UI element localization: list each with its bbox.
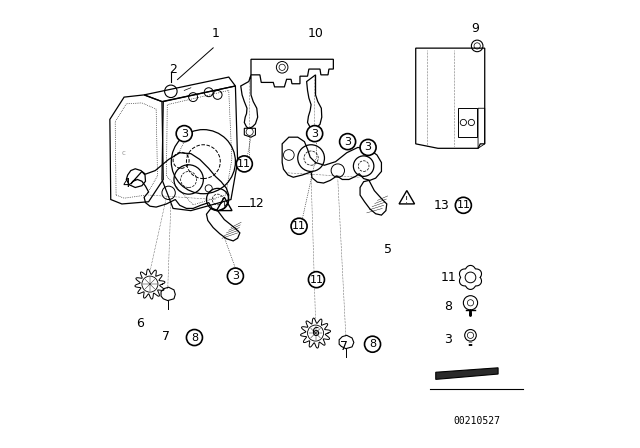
Text: 7: 7 — [340, 340, 349, 353]
Text: 8: 8 — [191, 332, 198, 343]
Circle shape — [470, 313, 471, 314]
Polygon shape — [436, 368, 498, 379]
Text: !: ! — [405, 196, 408, 205]
Circle shape — [227, 268, 243, 284]
Circle shape — [365, 336, 381, 352]
Text: 7: 7 — [163, 330, 170, 343]
Text: 5: 5 — [383, 243, 392, 256]
Circle shape — [291, 218, 307, 234]
Circle shape — [340, 134, 356, 150]
Circle shape — [470, 315, 471, 316]
Text: 11: 11 — [237, 159, 252, 169]
Text: 9: 9 — [471, 22, 479, 34]
Circle shape — [307, 125, 323, 142]
Text: 12: 12 — [249, 197, 264, 210]
Text: 2: 2 — [169, 64, 177, 77]
Circle shape — [360, 139, 376, 155]
Circle shape — [308, 271, 324, 288]
Text: 3: 3 — [365, 142, 372, 152]
Text: 3: 3 — [232, 271, 239, 281]
Circle shape — [455, 197, 472, 213]
Circle shape — [470, 314, 471, 315]
Text: 13: 13 — [433, 199, 449, 212]
Text: 11: 11 — [309, 275, 323, 284]
Text: c: c — [121, 150, 125, 156]
Text: 1: 1 — [211, 27, 220, 40]
Text: 6: 6 — [312, 326, 319, 339]
Circle shape — [236, 156, 252, 172]
Text: 3: 3 — [311, 129, 318, 138]
Text: 3: 3 — [344, 137, 351, 146]
Text: 00210527: 00210527 — [453, 416, 500, 426]
Text: 8: 8 — [369, 339, 376, 349]
Text: 11: 11 — [292, 221, 306, 231]
Text: 10: 10 — [308, 27, 323, 40]
Text: 8: 8 — [444, 300, 452, 313]
Text: 4: 4 — [122, 177, 131, 190]
Text: 3: 3 — [180, 129, 188, 138]
Text: !: ! — [223, 202, 226, 211]
Text: 11: 11 — [456, 200, 470, 210]
Circle shape — [186, 330, 202, 345]
Text: 11: 11 — [440, 271, 456, 284]
Text: 6: 6 — [136, 317, 143, 330]
Text: 3: 3 — [444, 333, 452, 346]
Circle shape — [176, 125, 192, 142]
